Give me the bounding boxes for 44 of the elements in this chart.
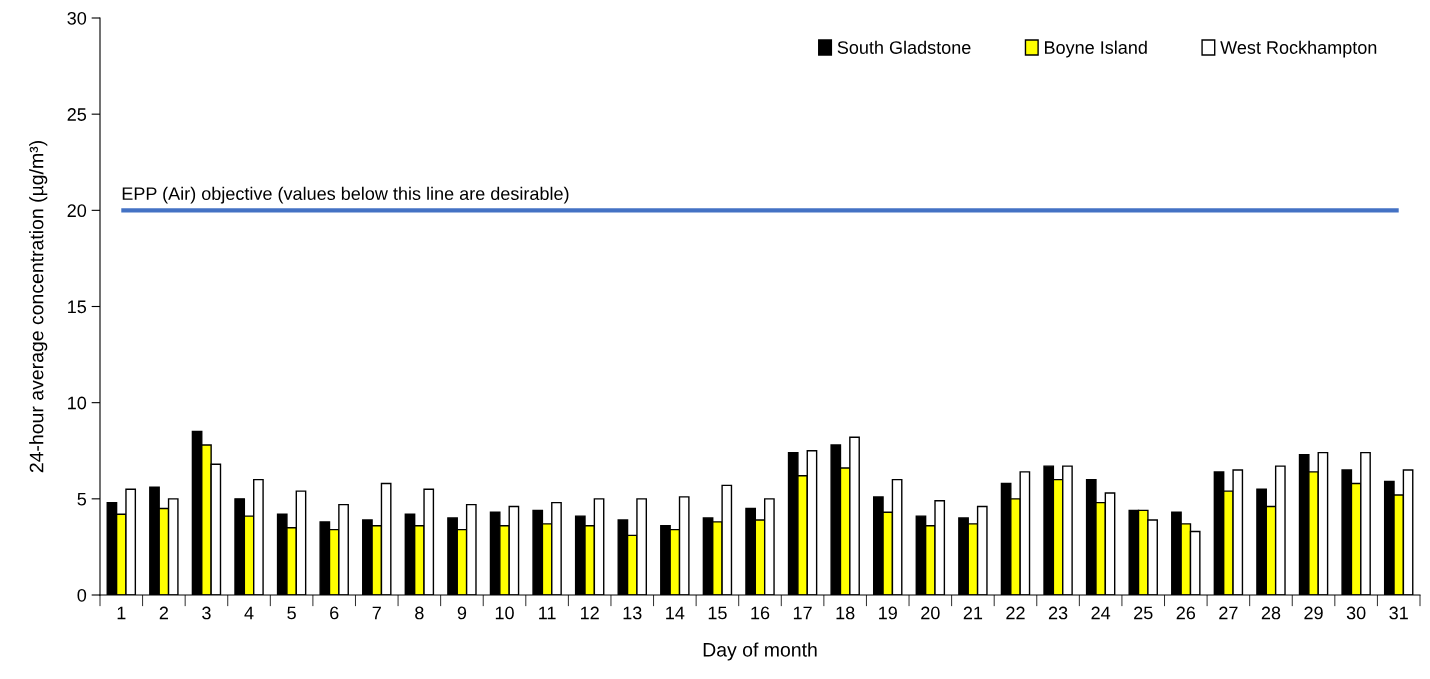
x-tick-label: 7 xyxy=(372,606,381,620)
y-tick-label: 0 xyxy=(77,588,87,602)
x-tick-label: 19 xyxy=(879,606,897,620)
x-tick-label: 11 xyxy=(539,606,556,620)
x-tick-label: 29 xyxy=(1304,606,1323,620)
y-tick-label: 25 xyxy=(67,108,87,121)
x-tick-label: 14 xyxy=(666,606,685,620)
y-tick-label: 10 xyxy=(68,396,87,410)
x-tick-label: 18 xyxy=(836,606,855,620)
x-tick-label: 25 xyxy=(1134,606,1153,620)
legend-label: Boyne Island xyxy=(1045,40,1147,58)
x-tick-label: 6 xyxy=(330,606,339,620)
ref-line-label: EPP (Air) objective (values below this line are desirable) xyxy=(122,186,569,204)
x-tick-label: 28 xyxy=(1261,606,1281,620)
x-tick-label: 5 xyxy=(287,606,296,620)
x-tick-label: 24 xyxy=(1091,606,1111,620)
x-tick-label: 9 xyxy=(457,606,467,620)
legend-label: South Gladstone xyxy=(837,40,971,54)
x-tick-label: 12 xyxy=(581,606,599,620)
x-tick-label: 21 xyxy=(963,606,983,620)
x-tick-label: 17 xyxy=(793,606,812,620)
x-tick-label: 15 xyxy=(708,606,727,620)
x-tick-label: 20 xyxy=(921,606,940,620)
x-tick-label: 22 xyxy=(1006,606,1025,620)
x-tick-label: 23 xyxy=(1048,606,1068,620)
y-tick-label: 30 xyxy=(67,11,87,25)
y-tick-label: 5 xyxy=(77,492,87,506)
x-tick-label: 26 xyxy=(1176,606,1196,620)
x-tick-label: 10 xyxy=(495,606,514,620)
x-tick-label: 13 xyxy=(623,606,642,620)
y-tick-label: 20 xyxy=(67,204,87,218)
y-tick-label: 15 xyxy=(68,300,87,314)
x-tick-label: 2 xyxy=(159,606,168,620)
x-tick-label: 3 xyxy=(202,606,211,620)
x-tick-label: 27 xyxy=(1219,606,1238,620)
x-tick-label: 30 xyxy=(1346,606,1366,620)
x-tick-label: 8 xyxy=(415,606,424,620)
x-axis-title: Day of month xyxy=(703,642,817,661)
x-tick-label: 16 xyxy=(751,606,770,620)
x-tick-label: 1 xyxy=(117,606,126,620)
y-axis-title: 24-hour average concentration (µg/m³) xyxy=(29,141,48,473)
legend-label: West Rockhampton xyxy=(1220,40,1377,58)
x-tick-label: 4 xyxy=(244,606,254,620)
x-tick-label: 31 xyxy=(1389,606,1408,620)
